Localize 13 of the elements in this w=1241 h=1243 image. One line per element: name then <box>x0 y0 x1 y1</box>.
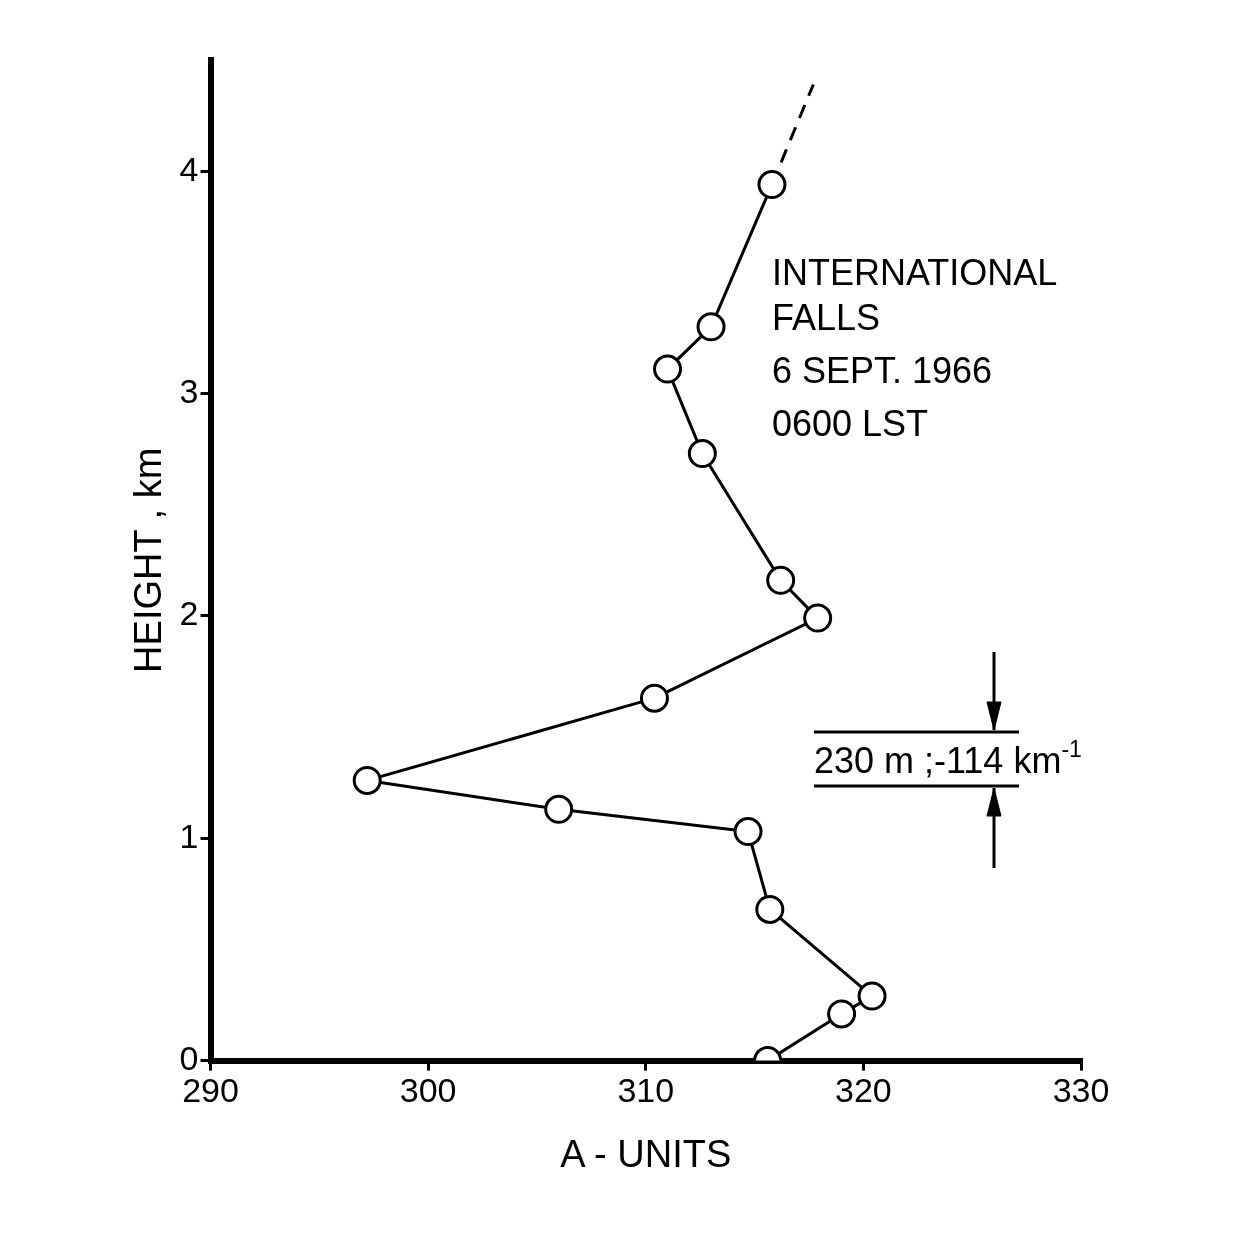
x-axis-title: A - UNITS <box>560 1132 732 1175</box>
x-tick-label: 310 <box>617 1071 675 1110</box>
annotation: 0600 LST <box>771 403 929 445</box>
x-tick-label: 320 <box>835 1071 892 1110</box>
x-tick-label: 300 <box>399 1071 457 1110</box>
y-tick-label: 3 <box>179 371 199 410</box>
y-tick-label: 1 <box>179 816 199 855</box>
annotation: 6 SEPT. 1966 <box>771 350 993 392</box>
y-axis-title: HEIGHT , km <box>127 447 170 673</box>
annotation: INTERNATIONAL FALLS <box>771 252 1058 339</box>
y-tick-label: 2 <box>179 594 199 633</box>
x-tick-label: 330 <box>1052 1071 1110 1110</box>
y-tick-label: 4 <box>179 149 199 188</box>
